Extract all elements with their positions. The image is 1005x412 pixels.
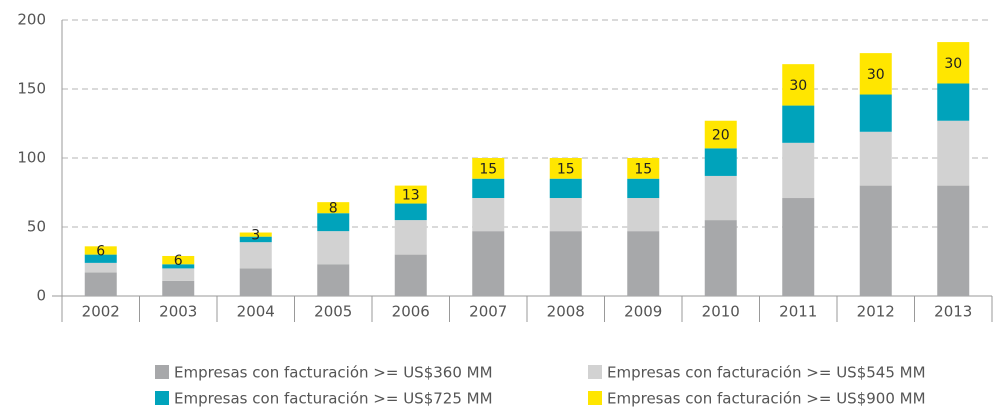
bar-segment bbox=[704, 148, 737, 176]
y-tick-label: 0 bbox=[36, 287, 46, 305]
y-tick-label: 50 bbox=[27, 218, 46, 236]
x-tick-label: 2009 bbox=[624, 303, 662, 321]
bar-segment bbox=[472, 198, 505, 232]
x-tick-label: 2013 bbox=[934, 303, 972, 321]
bar-segment bbox=[627, 198, 660, 232]
bar-segment bbox=[937, 120, 970, 186]
bar-segment bbox=[239, 236, 272, 243]
y-tick-label: 100 bbox=[17, 149, 46, 167]
bar-segment bbox=[549, 198, 582, 232]
bar-segment bbox=[549, 158, 582, 179]
bar-segment bbox=[704, 120, 737, 149]
bar-segment bbox=[782, 105, 815, 143]
bar-segment bbox=[162, 255, 195, 265]
bar-segment bbox=[317, 213, 350, 232]
bar-segment bbox=[859, 53, 892, 95]
bar-segment bbox=[317, 202, 350, 214]
data-label: 30 bbox=[944, 56, 962, 72]
bar-segment bbox=[84, 262, 117, 273]
data-label: 6 bbox=[174, 253, 183, 269]
bar-segment bbox=[549, 178, 582, 199]
bar-segment bbox=[472, 158, 505, 179]
bar-segment bbox=[859, 131, 892, 186]
y-tick-label: 150 bbox=[17, 80, 46, 98]
data-label: 30 bbox=[867, 67, 885, 83]
bar-segment bbox=[472, 178, 505, 199]
bar-segment bbox=[627, 178, 660, 199]
bar-segment bbox=[782, 64, 815, 106]
x-tick-label: 2011 bbox=[779, 303, 817, 321]
bar-segment bbox=[394, 220, 427, 255]
bar-segment bbox=[84, 246, 117, 255]
bar-segment bbox=[627, 158, 660, 179]
legend-swatch bbox=[588, 365, 602, 379]
legend-label: Empresas con facturación >= US$725 MM bbox=[174, 390, 493, 408]
data-label: 20 bbox=[712, 128, 730, 144]
x-tick-label: 2007 bbox=[469, 303, 507, 321]
legend-label: Empresas con facturación >= US$360 MM bbox=[174, 364, 493, 382]
bar-segment bbox=[859, 185, 892, 296]
x-tick-label: 2003 bbox=[159, 303, 197, 321]
bar-segment bbox=[704, 175, 737, 221]
x-tick-label: 2004 bbox=[237, 303, 275, 321]
legend-swatch bbox=[588, 391, 602, 405]
bar-segment bbox=[239, 242, 272, 269]
data-label: 30 bbox=[789, 78, 807, 94]
bar-segment bbox=[859, 94, 892, 132]
bar-segment bbox=[937, 83, 970, 121]
bar-segment bbox=[937, 185, 970, 296]
bar-segment bbox=[394, 185, 427, 204]
x-tick-label: 2008 bbox=[547, 303, 585, 321]
bar-segment bbox=[317, 231, 350, 265]
data-label: 15 bbox=[557, 161, 575, 177]
x-tick-label: 2002 bbox=[82, 303, 120, 321]
bar-segment bbox=[84, 254, 117, 263]
bar-segment bbox=[239, 232, 272, 237]
data-label: 15 bbox=[634, 161, 652, 177]
x-tick-label: 2010 bbox=[702, 303, 740, 321]
data-label: 15 bbox=[479, 161, 497, 177]
data-label: 6 bbox=[96, 243, 105, 259]
data-label: 8 bbox=[329, 201, 338, 217]
bar-segment bbox=[937, 42, 970, 84]
bar-segment bbox=[84, 272, 117, 296]
bar-segment bbox=[317, 264, 350, 296]
legend-label: Empresas con facturación >= US$545 MM bbox=[607, 364, 926, 382]
bar-segment bbox=[162, 264, 195, 269]
y-tick-label: 200 bbox=[17, 11, 46, 29]
bar-segment bbox=[782, 198, 815, 296]
bar-segment bbox=[162, 268, 195, 281]
bar-segment bbox=[704, 220, 737, 296]
x-tick-label: 2006 bbox=[392, 303, 430, 321]
x-tick-label: 2012 bbox=[857, 303, 895, 321]
bar-segment bbox=[394, 203, 427, 221]
bar-segment bbox=[239, 268, 272, 296]
x-tick-label: 2005 bbox=[314, 303, 352, 321]
bar-segment bbox=[782, 142, 815, 199]
legend-label: Empresas con facturación >= US$900 MM bbox=[607, 390, 926, 408]
data-label: 3 bbox=[251, 228, 260, 244]
bar-segment bbox=[549, 231, 582, 296]
bar-segment bbox=[627, 231, 660, 296]
data-label: 13 bbox=[402, 188, 420, 204]
legend-swatch bbox=[155, 365, 169, 379]
legend-swatch bbox=[155, 391, 169, 405]
bar-segment bbox=[472, 231, 505, 296]
bar-segment bbox=[162, 280, 195, 296]
bar-segment bbox=[394, 254, 427, 296]
